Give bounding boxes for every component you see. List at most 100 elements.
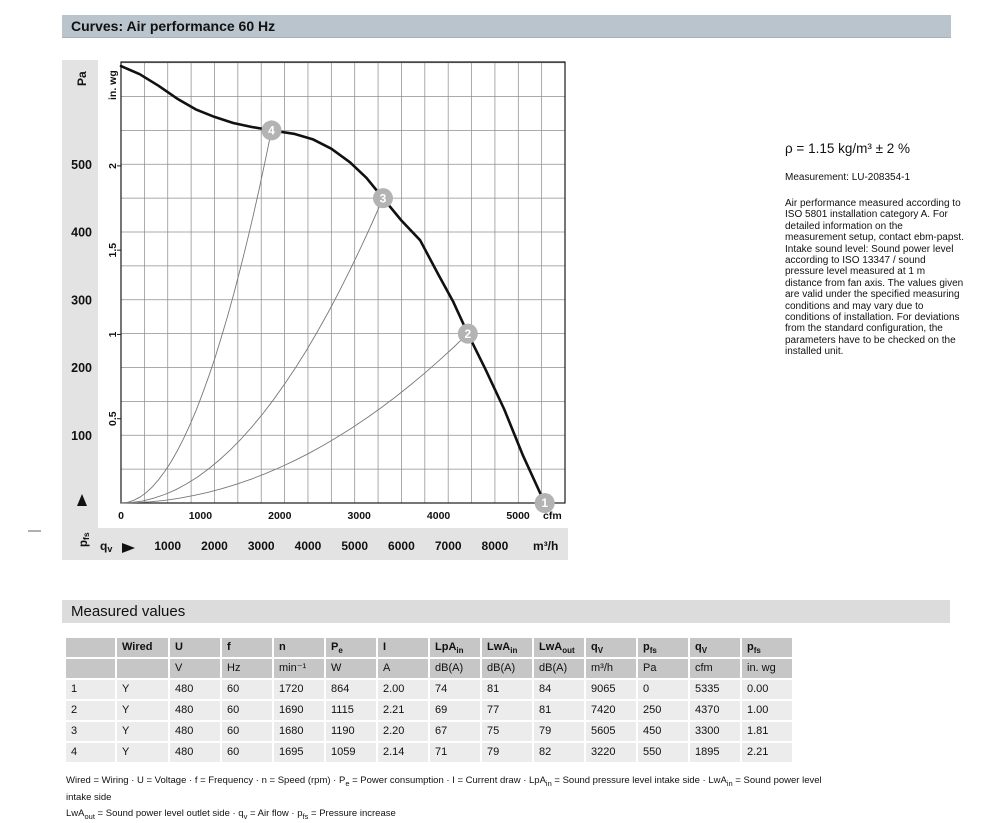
table-header-cell: n <box>274 638 324 657</box>
operating-point-marker-2: 2 <box>457 323 478 344</box>
operating-point-marker-1: 1 <box>534 493 555 513</box>
table-data-cell: 2.00 <box>378 680 428 699</box>
x-tick-cfm: 5000 <box>506 510 530 522</box>
table-data-cell: 7420 <box>586 701 636 720</box>
table-header-cell: LwAin <box>482 638 532 657</box>
system-curve <box>120 198 384 504</box>
x-axis-symbol-qv: qv <box>100 539 112 554</box>
x-tick-m3h: 7000 <box>435 539 462 553</box>
table-data-cell: 79 <box>482 743 532 762</box>
y-axis-unit-pa: Pa <box>75 71 89 86</box>
table-data-cell: 60 <box>222 722 272 741</box>
table-data-cell: 1.00 <box>742 701 792 720</box>
table-data-cell: 5605 <box>586 722 636 741</box>
operating-point-marker-4: 4 <box>261 120 282 141</box>
table-data-cell: 81 <box>534 701 584 720</box>
table-footnotes: Wired = Wiring · U = Voltage · f = Frequ… <box>66 773 846 823</box>
x-tick-cfm: 3000 <box>348 510 372 522</box>
table-header-cell <box>66 638 115 657</box>
table-data-cell: 2.20 <box>378 722 428 741</box>
table-data-cell: 79 <box>534 722 584 741</box>
svg-text:1: 1 <box>541 496 548 510</box>
x-axis-unit-cfm: cfm <box>543 510 562 522</box>
table-data-cell: 82 <box>534 743 584 762</box>
x-tick-m3h: 6000 <box>388 539 415 553</box>
measurement-note: Air performance measured according to IS… <box>785 198 964 358</box>
table-data-cell: 1115 <box>326 701 376 720</box>
table-data-cell: 1.81 <box>742 722 792 741</box>
y-tick-pa: 200 <box>71 361 92 375</box>
air-performance-chart: 1 2 3 4 100 200 300 400 500 Pa 0.5 1 1.5 2 in. wg pfs 0 1… <box>62 60 568 560</box>
system-curve <box>120 333 469 504</box>
table-data-cell: 1059 <box>326 743 376 762</box>
chart-plot-bg <box>98 60 568 528</box>
table-row-index: 4 <box>66 743 115 762</box>
chart-axis-labels: 100 200 300 400 500 Pa 0.5 1 1.5 2 in. wg pfs 0 1000 2… <box>71 70 562 554</box>
table-data-cell: 1720 <box>274 680 324 699</box>
table-data-cell: 2.14 <box>378 743 428 762</box>
table-data-cell: 60 <box>222 680 272 699</box>
table-data-cell: 480 <box>170 701 220 720</box>
section-title-measured-values: Measured values <box>71 603 186 620</box>
table-unit-cell: cfm <box>690 659 740 678</box>
table-data-cell: 77 <box>482 701 532 720</box>
table-unit-cell: Hz <box>222 659 272 678</box>
table-data-cell: 1190 <box>326 722 376 741</box>
table-header-cell: pfs <box>638 638 688 657</box>
table-header-cell: f <box>222 638 272 657</box>
operating-point-marker-3: 3 <box>372 188 393 209</box>
table-data-cell: 74 <box>430 680 480 699</box>
table-unit-cell: Pa <box>638 659 688 678</box>
table-data-cell: 3300 <box>690 722 740 741</box>
table-row-index: 3 <box>66 722 115 741</box>
table-data-cell: 0 <box>638 680 688 699</box>
y-tick-pa: 400 <box>71 226 92 240</box>
table-unit-cell: in. wg <box>742 659 792 678</box>
section-header-curves: Curves: Air performance 60 Hz <box>62 15 951 38</box>
table-unit-cell: W <box>326 659 376 678</box>
table-data-cell: 71 <box>430 743 480 762</box>
table-header-cell: Pe <box>326 638 376 657</box>
air-density-value: ρ = 1.15 kg/m³ ± 2 % <box>785 141 911 156</box>
arrow-up-icon <box>77 494 87 506</box>
y-axis-unit-inwg: in. wg <box>107 70 119 100</box>
footnote-line: Wired = Wiring · U = Voltage · f = Frequ… <box>66 775 822 803</box>
table-unit-cell: dB(A) <box>430 659 480 678</box>
table-data-cell: 1695 <box>274 743 324 762</box>
table-data-cell: 480 <box>170 722 220 741</box>
svg-text:4: 4 <box>268 124 275 138</box>
y-tick-inwg: 2 <box>107 163 119 169</box>
table-data-cell: 250 <box>638 701 688 720</box>
table-data-cell: Y <box>117 743 168 762</box>
table-data-cell: 1895 <box>690 743 740 762</box>
section-title-curves: Curves: Air performance 60 Hz <box>71 18 276 34</box>
x-tick-cfm: 1000 <box>189 510 213 522</box>
table-header-cell: Wired <box>117 638 168 657</box>
system-curve <box>120 130 272 504</box>
measurement-id: Measurement: LU-208354-1 <box>785 172 911 183</box>
chart-frame <box>120 61 566 504</box>
arrow-right-icon <box>122 543 135 553</box>
table-data-cell: 2.21 <box>378 701 428 720</box>
table-unit-cell: min⁻¹ <box>274 659 324 678</box>
table-data-cell: Y <box>117 722 168 741</box>
table-unit-cell <box>66 659 115 678</box>
table-data-cell: 81 <box>482 680 532 699</box>
table-header-cell: LpAin <box>430 638 480 657</box>
table-unit-cell <box>117 659 168 678</box>
table-data-cell: 480 <box>170 680 220 699</box>
table-data-cell: 1680 <box>274 722 324 741</box>
y-axis-symbol-pfs: pfs <box>78 532 91 547</box>
table-data-cell: 69 <box>430 701 480 720</box>
table-data-cell: 2.21 <box>742 743 792 762</box>
table-header-cell: qV <box>690 638 740 657</box>
table-header-cell: pfs <box>742 638 792 657</box>
table-data-cell: 864 <box>326 680 376 699</box>
chart-notes-panel: ρ = 1.15 kg/m³ ± 2 % Measurement: LU-208… <box>785 141 965 358</box>
y-tick-inwg: 0.5 <box>107 411 119 426</box>
svg-text:3: 3 <box>380 191 387 205</box>
y-tick-inwg: 1 <box>107 331 119 337</box>
table-data-cell: 60 <box>222 701 272 720</box>
x-tick-m3h: 3000 <box>248 539 275 553</box>
